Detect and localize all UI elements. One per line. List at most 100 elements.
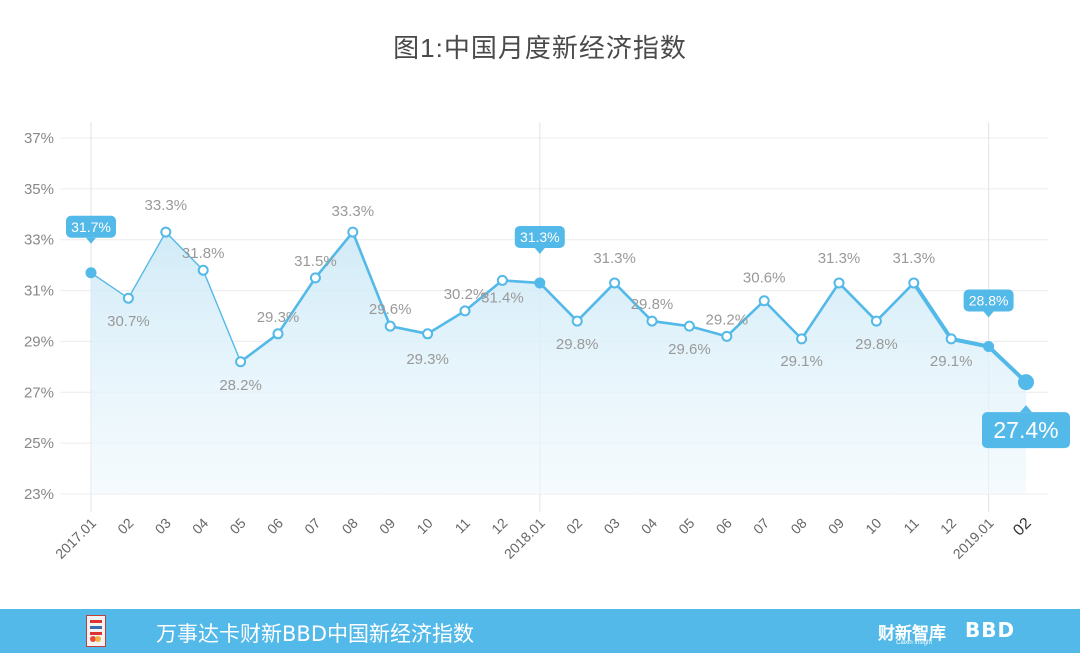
data-label: 29.8% <box>855 336 898 353</box>
caixin-insight-subtitle: Caixin Insight <box>896 640 933 646</box>
data-point <box>870 315 882 327</box>
data-label: 31.5% <box>294 253 337 270</box>
data-point <box>422 328 434 340</box>
data-label: 28.2% <box>219 377 262 394</box>
x-tick-label: 02 <box>114 515 136 537</box>
x-tick-label: 11 <box>452 515 474 537</box>
data-label: 31.4% <box>481 289 524 306</box>
series-line-segment <box>127 231 167 299</box>
series-line-segment <box>426 309 467 336</box>
callout-label: 28.8% <box>969 293 1009 309</box>
y-tick-label: 23% <box>24 486 54 503</box>
x-tick-label: 2019.01 <box>950 515 997 562</box>
x-tick-label: 10 <box>413 515 435 537</box>
data-point <box>571 315 583 327</box>
series-line-segment <box>650 319 691 328</box>
callout-box <box>66 215 116 238</box>
series-line-segment <box>949 336 991 349</box>
x-tick-label: 05 <box>226 515 248 537</box>
x-tick-label: 05 <box>675 515 697 537</box>
data-label: 29.3% <box>406 351 449 368</box>
x-tick-label: 11 <box>900 515 922 537</box>
x-tick-label: 08 <box>339 515 361 537</box>
y-tick-label: 29% <box>24 333 54 350</box>
series-line-segment <box>575 281 616 323</box>
x-tick-label: 07 <box>301 515 323 537</box>
x-tick-label: 09 <box>376 515 398 537</box>
x-tick-label: 12 <box>937 515 959 537</box>
y-tick-label: 25% <box>24 435 54 452</box>
footer-title: 万事达卡财新BBD中国新经济指数 <box>156 622 474 646</box>
caixin-insight-logo: 财新智库 <box>878 624 946 644</box>
x-tick-label: 04 <box>638 515 660 537</box>
callout-pointer <box>983 311 994 318</box>
callout-box <box>514 225 565 248</box>
callout-label: 27.4% <box>993 417 1058 443</box>
data-point-highlight <box>85 267 97 279</box>
data-point <box>609 277 621 289</box>
data-point <box>272 328 284 340</box>
data-label: 29.6% <box>369 301 412 318</box>
data-label: 30.6% <box>743 270 786 287</box>
data-point <box>160 226 172 238</box>
callout-box <box>982 412 1070 449</box>
y-tick-label: 31% <box>24 283 54 300</box>
data-point <box>235 356 247 368</box>
x-tick-label: 06 <box>264 515 286 537</box>
callout-pointer <box>1020 405 1032 413</box>
x-tick-label: 10 <box>862 515 884 537</box>
data-label: 29.1% <box>780 353 823 370</box>
x-tick-label: 08 <box>787 515 809 537</box>
data-label: 31.3% <box>593 250 636 267</box>
series-line-segment <box>986 344 1028 385</box>
x-tick-label: 12 <box>488 515 510 537</box>
series-line-segment <box>351 230 392 328</box>
chart-title: 图1:中国月度新经济指数 <box>393 33 687 63</box>
y-tick-label: 27% <box>24 384 54 401</box>
series-line-segment <box>501 279 542 285</box>
x-tick-label: 07 <box>750 515 772 537</box>
x-tick-label: 09 <box>825 515 847 537</box>
data-label: 30.7% <box>107 313 150 330</box>
callout-label: 31.3% <box>520 229 560 245</box>
x-tick-label: 03 <box>600 515 622 537</box>
series-line-segment <box>800 281 841 341</box>
callout-label: 31.7% <box>71 219 111 235</box>
callout-pointer <box>534 247 545 254</box>
data-label: 31.8% <box>182 245 225 262</box>
x-tick-label: 02 <box>563 515 585 537</box>
series-line-segment <box>276 276 317 336</box>
series-line-segment <box>762 299 803 341</box>
data-label: 29.3% <box>257 309 300 326</box>
data-point <box>309 272 321 284</box>
series-line-segment <box>314 230 355 280</box>
y-tick-label: 33% <box>24 232 54 249</box>
data-point <box>945 333 957 345</box>
series-line-segment <box>239 332 280 364</box>
series-line-segment <box>463 279 504 313</box>
series-line-segment <box>165 231 204 271</box>
data-point <box>683 320 695 332</box>
x-tick-label: 03 <box>152 515 174 537</box>
data-point <box>908 277 920 289</box>
data-point <box>347 226 359 238</box>
chart-plot: 23% 25% 27% 29% 31% 33% 35% 37% 31.7% 30.7% 33.3% 3… <box>24 122 1070 562</box>
data-point <box>384 320 396 332</box>
data-label: 33.3% <box>145 197 188 214</box>
series-line-segment <box>388 324 429 336</box>
series-line-segment <box>725 299 766 338</box>
data-label: 31.3% <box>818 250 861 267</box>
data-point-highlight <box>534 277 546 289</box>
series-line-segment <box>911 280 954 341</box>
x-tick-label: 04 <box>189 515 211 537</box>
data-point <box>758 295 770 307</box>
series-line-segment <box>613 281 654 323</box>
x-tick-label: 02 <box>1010 515 1035 540</box>
data-label: 29.8% <box>631 296 674 313</box>
data-point-highlight <box>1018 374 1034 391</box>
data-point <box>833 277 845 289</box>
callout-pointer <box>86 237 96 244</box>
data-label: 29.6% <box>668 341 711 358</box>
footer-bar: 万事达卡财新BBD中国新经济指数 财新智库 Caixin Insight BBD <box>0 609 1080 653</box>
series-line-segment <box>837 281 878 323</box>
